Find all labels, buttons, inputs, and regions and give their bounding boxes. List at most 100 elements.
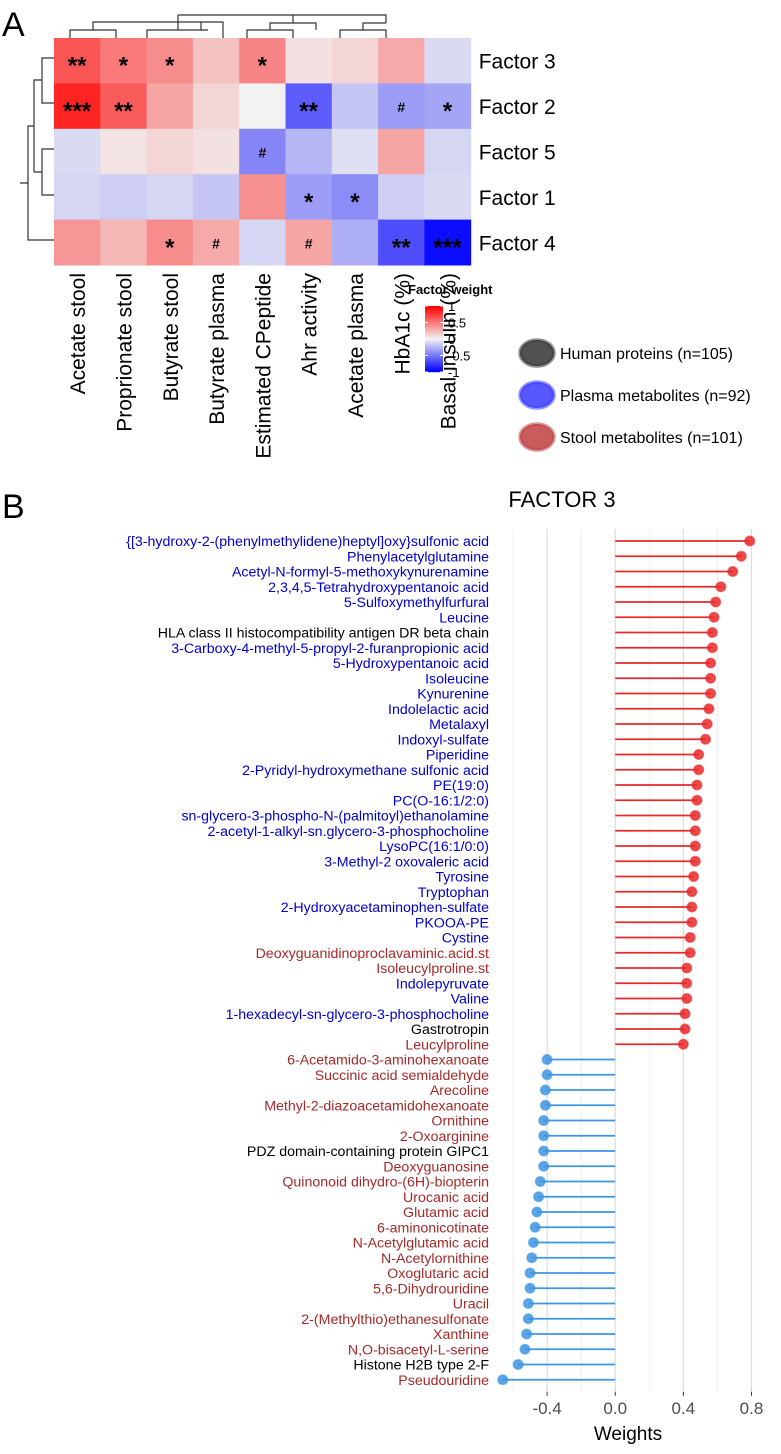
x-tick-label: 0.0 xyxy=(603,1399,627,1418)
lollipop-point xyxy=(539,1099,551,1111)
colorbar-step xyxy=(425,322,443,324)
heatmap-cell xyxy=(331,128,379,175)
colorbar-step xyxy=(425,334,443,336)
item-label: Succinic acid semialdehyde xyxy=(315,1068,489,1084)
item-label: Arecoline xyxy=(430,1083,489,1099)
lollipop-point xyxy=(538,1145,550,1157)
lollipop-point xyxy=(539,1084,551,1096)
item-label: 3-Methyl-2 oxovaleric acid xyxy=(324,854,489,870)
heatmap-cell xyxy=(54,219,101,266)
heatmap-cell xyxy=(54,128,101,175)
lollipop-point xyxy=(686,916,698,928)
lollipop-point xyxy=(681,977,693,989)
colorbar-step xyxy=(425,312,443,314)
item-label: 5,6-Dihydrouridine xyxy=(373,1281,489,1297)
row-label: Factor 5 xyxy=(479,142,556,165)
lollipop-point xyxy=(524,1267,536,1279)
heatmap-cell xyxy=(239,128,286,175)
item-label: Histone H2B type 2-F xyxy=(353,1358,489,1374)
heatmap-cell xyxy=(100,174,148,221)
item-label: 3-Carboxy-4-methyl-5-propyl-2-furanpropi… xyxy=(171,641,489,657)
x-tick-label: 0.4 xyxy=(672,1399,696,1418)
colorbar: Factor weight 1 0.50 -0.5-1 xyxy=(408,282,493,380)
lollipop-point xyxy=(534,1175,546,1188)
significance-mark: * xyxy=(443,98,453,125)
colorbar-step xyxy=(425,354,443,356)
lollipop-chart: FACTOR 3 {[3-hydroxy-2-(phenylmethylidene… xyxy=(126,487,763,1445)
row-dendrogram xyxy=(20,57,54,241)
heatmap-cell xyxy=(285,128,333,175)
colorbar-step xyxy=(425,333,443,335)
colorbar-step xyxy=(425,363,443,365)
column-label: Basal insulin (%) xyxy=(438,273,461,429)
colorbar-step xyxy=(425,338,443,340)
heatmap-cell xyxy=(378,174,425,221)
lollipop-point xyxy=(705,687,717,700)
colorbar-tick-label: 0.5 xyxy=(448,316,466,331)
heatmap-cell xyxy=(239,174,286,221)
colorbar-step xyxy=(425,351,443,353)
item-label: Deoxyguanosine xyxy=(383,1159,489,1175)
legend-label: Stool metabolites (n=101) xyxy=(560,430,743,447)
colorbar-step xyxy=(425,329,443,331)
colorbar-step xyxy=(425,353,443,355)
lollipop-point xyxy=(705,657,717,669)
colorbar-step xyxy=(425,345,443,347)
heatmap-cell xyxy=(146,219,194,266)
row-label: Factor 2 xyxy=(479,96,556,119)
colorbar-step xyxy=(425,356,443,358)
item-label: Glutamic acid xyxy=(403,1205,489,1221)
item-label: PE(19:0) xyxy=(433,778,489,794)
item-label: Quinonoid dihydro-(6H)-biopterin xyxy=(282,1175,489,1191)
colorbar-step xyxy=(425,339,443,341)
colorbar-tick-label: -1 xyxy=(448,365,460,380)
significance-mark: # xyxy=(212,235,220,251)
lollipop-point xyxy=(684,947,696,959)
heatmap-cell xyxy=(239,83,286,130)
colorbar-step xyxy=(425,366,443,368)
significance-mark: ** xyxy=(114,98,133,125)
column-label: Estimated CPeptide xyxy=(252,273,275,459)
lollipop-point xyxy=(541,1069,553,1081)
lollipop-point xyxy=(701,718,713,730)
lollipop-point xyxy=(686,901,698,913)
lollipop-point xyxy=(522,1313,534,1325)
heatmap-cell xyxy=(146,128,194,175)
item-label: Pseudouridine xyxy=(398,1373,489,1389)
lollipop-point xyxy=(693,764,705,776)
x-axis-label: Weights xyxy=(594,1424,662,1445)
column-label: Ahr activity xyxy=(299,273,322,376)
colorbar-step xyxy=(425,317,443,319)
heatmap-cell xyxy=(424,38,472,84)
heatmap-cell xyxy=(146,174,194,221)
colorbar-step xyxy=(425,371,443,373)
significance-mark: # xyxy=(397,99,405,115)
heatmap-cell xyxy=(192,38,240,84)
lollipop-point xyxy=(521,1328,533,1340)
colorbar-step xyxy=(425,343,443,345)
column-label: Butyrate stool xyxy=(160,273,183,401)
colorbar-step xyxy=(425,323,443,325)
colorbar-step xyxy=(425,314,443,316)
significance-mark: * xyxy=(165,53,175,80)
colorbar-tick-label: 1 xyxy=(448,299,455,314)
item-label: Leucylproline xyxy=(405,1037,489,1053)
colorbar-step xyxy=(425,318,443,320)
legend-swatch xyxy=(518,380,556,410)
lollipop-point xyxy=(681,962,693,974)
item-label: 2-acetyl-1-alkyl-sn.glycero-3-phosphocho… xyxy=(207,824,489,840)
item-label: Acetyl-N-formyl-5-methoxykynurenamine xyxy=(232,565,489,581)
significance-mark: *** xyxy=(63,98,92,125)
colorbar-step xyxy=(425,321,443,323)
heatmap-cell xyxy=(100,128,148,175)
colorbar-step xyxy=(425,336,443,338)
item-label: Isoleucylproline.st xyxy=(376,961,489,977)
significance-mark: ** xyxy=(392,234,411,261)
x-tick-label: 0.8 xyxy=(740,1399,764,1418)
item-label: LysoPC(16:1/0:0) xyxy=(379,839,489,855)
column-label: Proprionate stool xyxy=(113,273,136,432)
heatmap-cell xyxy=(100,38,148,84)
item-label: 2-Oxoarginine xyxy=(400,1129,489,1145)
colorbar-step xyxy=(425,320,443,322)
item-label: Oxoglutaric acid xyxy=(387,1266,489,1282)
